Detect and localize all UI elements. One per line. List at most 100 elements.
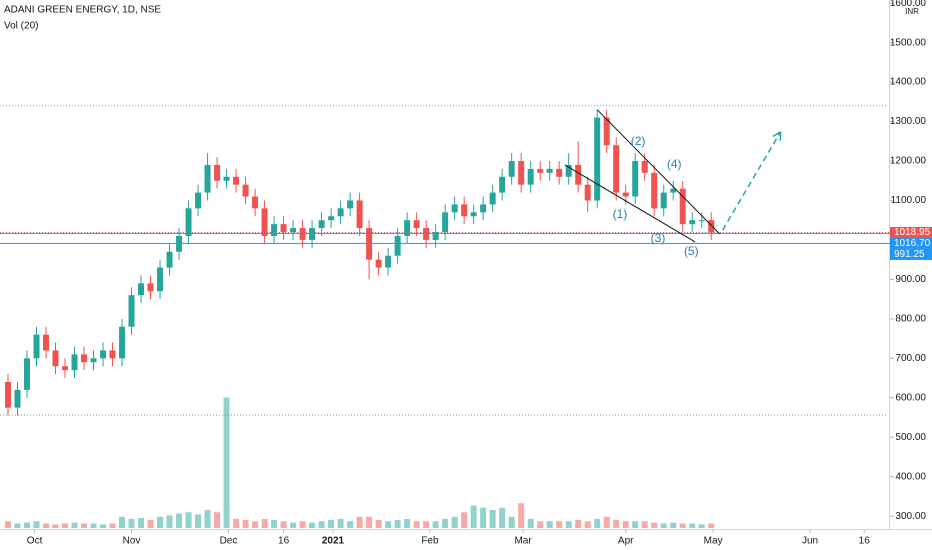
trendline bbox=[596, 109, 721, 235]
candle-body bbox=[527, 168, 534, 185]
volume-bar bbox=[109, 523, 116, 528]
volume-bar bbox=[119, 516, 126, 528]
candle-body bbox=[546, 168, 553, 173]
candle-body bbox=[451, 204, 458, 213]
volume-bar bbox=[508, 516, 515, 528]
volume-bar bbox=[71, 522, 78, 528]
volume-bar bbox=[280, 521, 287, 528]
candle-body bbox=[328, 216, 335, 221]
y-tick-label: 1600.00 bbox=[890, 0, 927, 9]
volume-bar bbox=[195, 514, 202, 528]
candle-body bbox=[356, 200, 363, 229]
volume-bar bbox=[432, 521, 439, 528]
candle-body bbox=[632, 161, 639, 197]
arrow-head bbox=[772, 131, 781, 138]
x-tick-label: Jun bbox=[802, 536, 818, 547]
volume-bar bbox=[641, 521, 648, 528]
candle-body bbox=[375, 259, 382, 268]
volume-bar bbox=[309, 522, 316, 528]
volume-bar bbox=[442, 519, 449, 528]
candle-body bbox=[100, 350, 107, 359]
volume-bar bbox=[223, 397, 230, 528]
volume-bar bbox=[404, 519, 411, 528]
candle-body bbox=[689, 220, 696, 225]
y-tick-label: 400.00 bbox=[895, 471, 926, 482]
volume-bar bbox=[261, 519, 268, 528]
candle-body bbox=[23, 358, 30, 390]
candle-body bbox=[461, 204, 468, 217]
volume-bar bbox=[375, 519, 382, 528]
volume-bar bbox=[356, 516, 363, 528]
volume-bar bbox=[575, 519, 582, 528]
candle-body bbox=[223, 176, 230, 181]
volume-bar bbox=[451, 516, 458, 528]
candle-body bbox=[62, 366, 69, 371]
x-tick-label: Nov bbox=[123, 536, 141, 547]
wave-label: (1) bbox=[613, 207, 628, 221]
volume-bar bbox=[518, 503, 525, 528]
volume-bar bbox=[299, 521, 306, 528]
volume-bar bbox=[14, 523, 21, 528]
candle-body bbox=[214, 164, 221, 181]
candle-body bbox=[290, 228, 297, 233]
wave-label: (4) bbox=[667, 157, 682, 171]
volume-bar bbox=[622, 521, 629, 528]
volume-bar bbox=[556, 521, 563, 528]
volume-bar bbox=[537, 521, 544, 528]
candle-body bbox=[670, 188, 677, 193]
volume-bar bbox=[489, 510, 496, 528]
volume-bar bbox=[233, 519, 240, 528]
candle-body bbox=[651, 172, 658, 209]
volume-bar bbox=[660, 523, 667, 528]
volume-bar bbox=[613, 519, 620, 528]
volume-bar bbox=[394, 519, 401, 528]
x-tick-label: 16 bbox=[859, 536, 871, 547]
candle-body bbox=[157, 267, 164, 292]
x-tick-label: 2021 bbox=[322, 536, 345, 547]
candle-body bbox=[233, 176, 240, 185]
x-tick-label: Dec bbox=[220, 536, 238, 547]
candle-body bbox=[603, 117, 610, 146]
candle-body bbox=[204, 164, 211, 193]
volume-bar bbox=[176, 513, 183, 528]
candle-body bbox=[565, 164, 572, 177]
trendline bbox=[564, 164, 696, 243]
candle-body bbox=[594, 117, 601, 201]
candle-body bbox=[337, 208, 344, 217]
volume-bar bbox=[42, 523, 49, 528]
volume-bar bbox=[698, 524, 705, 528]
candle-body bbox=[404, 220, 411, 236]
volume-bar bbox=[138, 518, 145, 528]
volume-bar bbox=[252, 521, 259, 528]
candle-body bbox=[499, 176, 506, 193]
volume-bar bbox=[242, 519, 249, 528]
y-tick-label: 1400.00 bbox=[890, 77, 927, 88]
volume-bar bbox=[90, 523, 97, 528]
volume-bar bbox=[651, 522, 658, 528]
x-tick-label: May bbox=[704, 536, 723, 547]
x-tick-label: Mar bbox=[514, 536, 532, 547]
volume-bar bbox=[594, 519, 601, 528]
volume-bar bbox=[546, 521, 553, 528]
volume-bar bbox=[214, 512, 221, 528]
volume-bar bbox=[480, 507, 487, 528]
volume-bar bbox=[157, 516, 164, 528]
volume-bar bbox=[337, 519, 344, 528]
candle-body bbox=[432, 232, 439, 240]
candle-body bbox=[575, 164, 582, 185]
projection-line bbox=[721, 131, 782, 231]
volume-bar bbox=[100, 524, 107, 528]
volume-bar bbox=[290, 522, 297, 528]
volume-bar bbox=[423, 521, 430, 528]
candle-body bbox=[489, 192, 496, 205]
volume-bar bbox=[128, 519, 135, 528]
x-tick-label: 16 bbox=[278, 536, 290, 547]
volume-bar bbox=[461, 512, 468, 528]
candle-body bbox=[641, 161, 648, 173]
candle-body bbox=[14, 389, 21, 408]
volume-bar bbox=[204, 510, 211, 528]
candle-body bbox=[309, 228, 316, 240]
candle-body bbox=[537, 168, 544, 173]
y-tick-label: 500.00 bbox=[895, 432, 926, 443]
